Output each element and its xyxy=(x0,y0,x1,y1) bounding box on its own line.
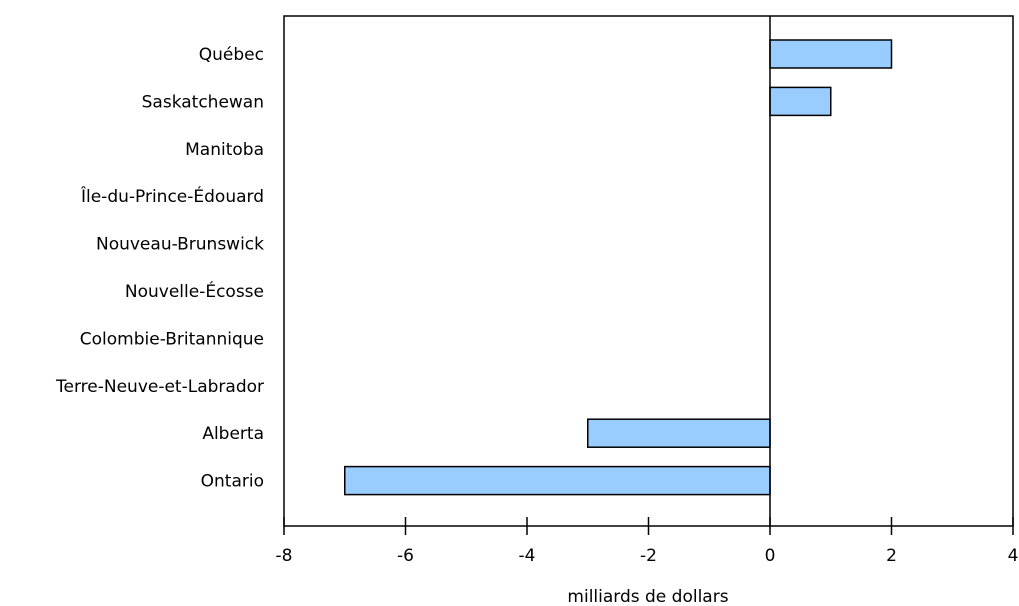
x-axis-ticks xyxy=(283,517,1014,535)
category-label: Manitoba xyxy=(185,140,264,160)
x-axis-tick-labels: -8 -6 -4 -2 0 2 4 xyxy=(276,546,1019,566)
x-tick-label: -6 xyxy=(397,546,414,566)
category-label: Alberta xyxy=(202,424,264,444)
category-label: Nouvelle-Écosse xyxy=(125,280,264,302)
x-axis-title: milliards de dollars xyxy=(567,587,728,606)
x-tick-label: 2 xyxy=(886,546,897,566)
bars xyxy=(344,39,893,496)
x-tick-label: -2 xyxy=(640,546,657,566)
plot-frame xyxy=(283,15,1014,527)
bar xyxy=(769,86,832,117)
category-label: Nouveau-Brunswick xyxy=(96,235,264,255)
x-tick-label: 4 xyxy=(1008,546,1019,566)
bar xyxy=(769,39,893,69)
category-label: Terre-Neuve-et-Labrador xyxy=(55,377,264,397)
bar xyxy=(344,465,771,496)
category-label: Québec xyxy=(199,45,264,65)
category-labels: Québec Saskatchewan Manitoba Île-du-Prince-… xyxy=(55,45,264,492)
category-label: Île-du-Prince-Édouard xyxy=(80,185,264,207)
category-label: Saskatchewan xyxy=(142,92,264,112)
category-label: Ontario xyxy=(201,472,264,492)
x-tick-label: 0 xyxy=(765,546,776,566)
x-tick-label: -8 xyxy=(276,546,293,566)
x-tick-label: -4 xyxy=(519,546,536,566)
category-label: Colombie-Britannique xyxy=(80,329,264,349)
bar xyxy=(587,418,771,448)
